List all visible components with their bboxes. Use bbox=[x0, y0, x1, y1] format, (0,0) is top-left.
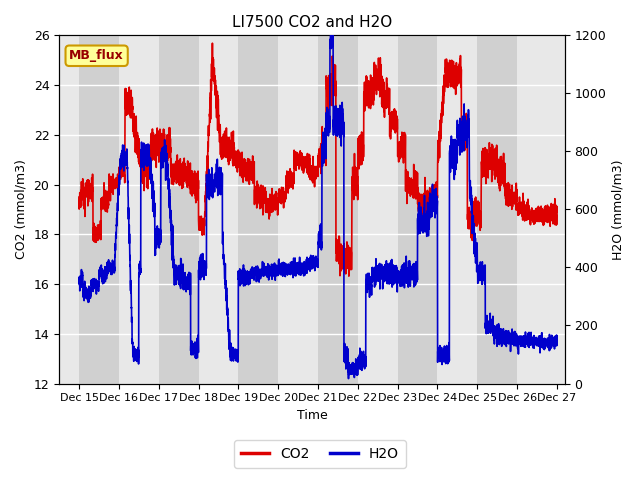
Text: MB_flux: MB_flux bbox=[69, 49, 124, 62]
Y-axis label: H2O (mmol/m3): H2O (mmol/m3) bbox=[612, 159, 625, 260]
Bar bbox=[397, 36, 437, 384]
Legend: CO2, H2O: CO2, H2O bbox=[234, 440, 406, 468]
Bar bbox=[477, 36, 517, 384]
Bar bbox=[159, 36, 198, 384]
Bar bbox=[238, 36, 278, 384]
Bar bbox=[79, 36, 119, 384]
Bar bbox=[318, 36, 358, 384]
Title: LI7500 CO2 and H2O: LI7500 CO2 and H2O bbox=[232, 15, 392, 30]
Y-axis label: CO2 (mmol/m3): CO2 (mmol/m3) bbox=[15, 159, 28, 259]
X-axis label: Time: Time bbox=[296, 409, 328, 422]
